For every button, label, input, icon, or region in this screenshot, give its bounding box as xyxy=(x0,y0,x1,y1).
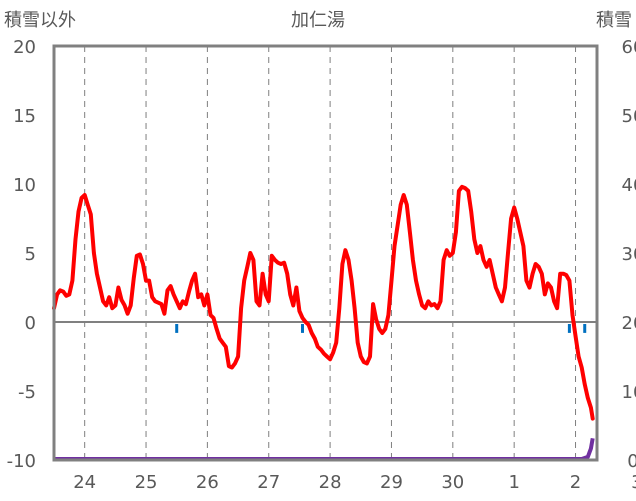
x-tick-label: 26 xyxy=(196,472,219,493)
right-tick-label: 40 xyxy=(622,175,636,196)
x-tick-label: 25 xyxy=(135,472,158,493)
left-axis: 20 15 10 5 0 -5 -10 xyxy=(7,37,36,472)
temperature-line xyxy=(52,184,595,421)
right-tick-label: 20 xyxy=(622,313,636,334)
right-axis-title: 積雪 xyxy=(596,10,632,31)
x-tick-label: 30 xyxy=(441,472,464,493)
precip-bar xyxy=(300,324,304,333)
left-tick-label: 5 xyxy=(25,244,36,265)
right-axis: 60 50 40 30 20 10 0 xyxy=(622,37,636,472)
right-tick-label: 30 xyxy=(622,244,636,265)
right-tick-label: 10 xyxy=(622,382,636,403)
x-tick-label: 27 xyxy=(257,472,280,493)
x-tick-label: 24 xyxy=(73,472,96,493)
precip-bar xyxy=(583,324,587,333)
left-tick-label: 10 xyxy=(13,175,36,196)
x-tick-label: 28 xyxy=(319,472,342,493)
left-axis-title: 積雪以外 xyxy=(4,10,76,31)
x-tick-label: 2 xyxy=(570,472,581,493)
left-tick-label: 0 xyxy=(25,313,36,334)
x-tick-label: 1 xyxy=(508,472,519,493)
right-tick-label: 0 xyxy=(627,451,636,472)
right-tick-label: 50 xyxy=(622,106,636,127)
chart-title: 加仁湯 xyxy=(291,10,345,31)
left-tick-label: 20 xyxy=(13,37,36,58)
left-tick-label: -10 xyxy=(7,451,36,472)
x-tick-label: 3 xyxy=(631,472,636,493)
gridlines xyxy=(54,46,597,460)
right-tick-label: 60 xyxy=(622,37,636,58)
x-tick-label: 29 xyxy=(380,472,403,493)
snow-depth-line xyxy=(54,437,595,461)
left-tick-label: 15 xyxy=(13,106,36,127)
x-axis: 24 25 26 27 28 29 30 1 2 3 xyxy=(73,472,636,493)
precip-bar xyxy=(567,324,571,333)
plot-frame xyxy=(52,44,599,462)
precip-bar xyxy=(175,324,179,333)
left-tick-label: -5 xyxy=(18,382,36,403)
